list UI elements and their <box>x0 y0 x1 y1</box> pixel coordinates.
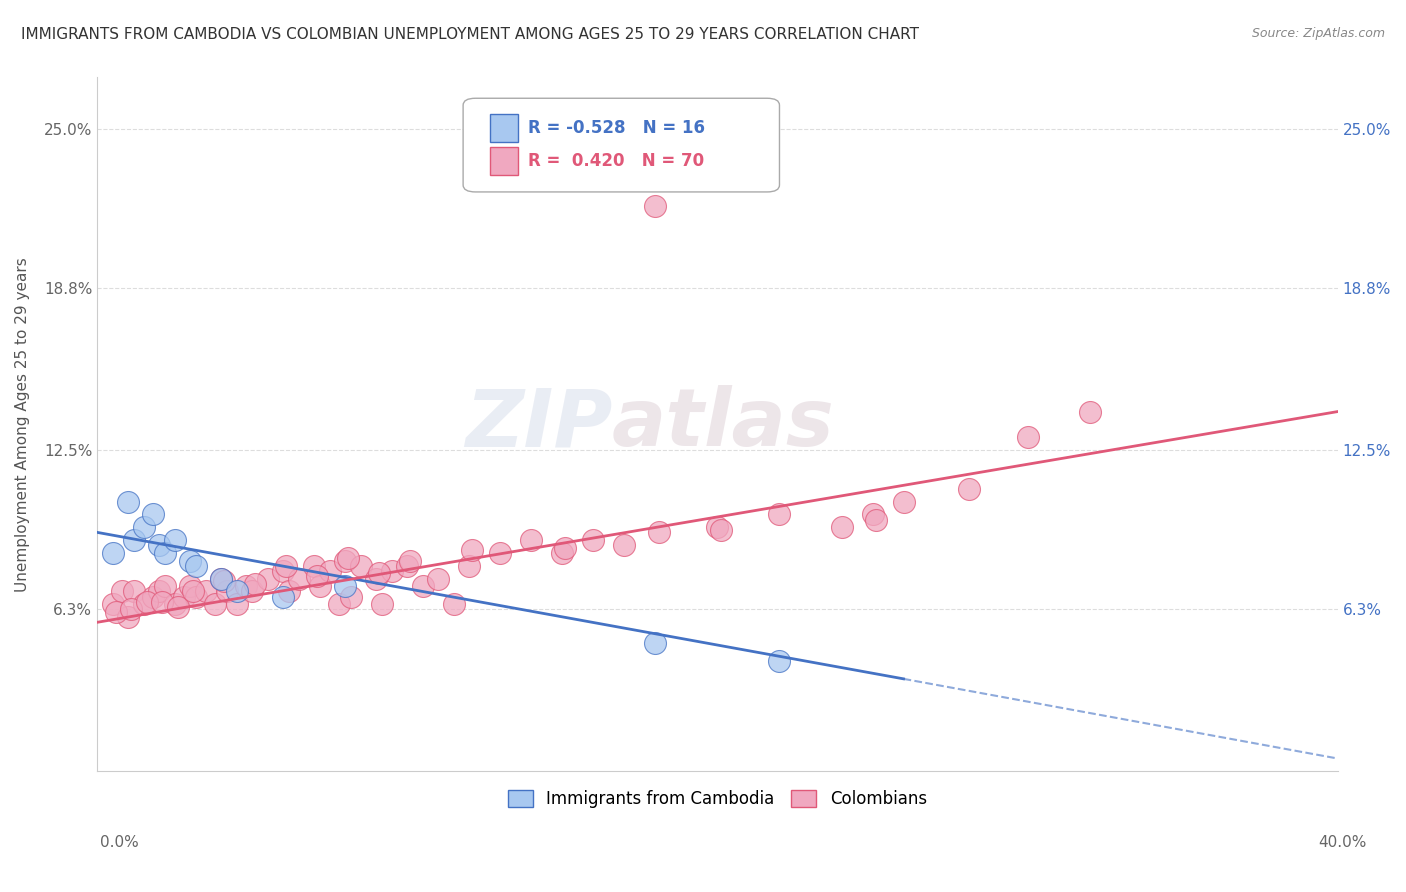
Point <box>551 546 574 560</box>
Point <box>287 572 309 586</box>
Point <box>204 597 226 611</box>
Point <box>302 558 325 573</box>
Point <box>1078 404 1101 418</box>
Point <box>328 597 350 611</box>
Point <box>124 584 146 599</box>
Point <box>350 558 373 573</box>
Point <box>256 572 278 586</box>
Point <box>271 590 294 604</box>
Point <box>245 576 267 591</box>
FancyBboxPatch shape <box>463 98 779 192</box>
Point <box>179 579 201 593</box>
Point <box>443 597 465 611</box>
Point <box>142 590 165 604</box>
Point <box>337 551 360 566</box>
Text: 40.0%: 40.0% <box>1319 836 1367 850</box>
Point <box>104 605 127 619</box>
Point <box>647 525 669 540</box>
Point <box>163 597 186 611</box>
Point <box>132 597 155 611</box>
Point <box>278 584 301 599</box>
Point <box>240 584 263 599</box>
Y-axis label: Unemployment Among Ages 25 to 29 years: Unemployment Among Ages 25 to 29 years <box>15 257 30 591</box>
Point <box>366 572 388 586</box>
Point <box>117 494 139 508</box>
Point <box>335 554 357 568</box>
Point <box>276 558 298 573</box>
Point <box>148 584 170 599</box>
Point <box>214 574 236 589</box>
Point <box>520 533 543 547</box>
Point <box>427 572 450 586</box>
Legend: Immigrants from Cambodia, Colombians: Immigrants from Cambodia, Colombians <box>502 783 934 815</box>
Point <box>217 584 239 599</box>
Point <box>368 566 391 581</box>
Point <box>1017 430 1039 444</box>
Point <box>644 199 666 213</box>
Point <box>173 590 195 604</box>
Point <box>831 520 853 534</box>
Point <box>120 602 142 616</box>
Point <box>706 520 728 534</box>
Point <box>335 579 357 593</box>
Point <box>124 533 146 547</box>
Point <box>155 546 177 560</box>
Text: ZIP: ZIP <box>464 385 612 464</box>
Point <box>613 538 636 552</box>
Point <box>135 595 157 609</box>
Point <box>862 508 884 522</box>
Point <box>768 508 790 522</box>
Point <box>181 584 204 599</box>
Point <box>396 558 419 573</box>
Point <box>399 554 422 568</box>
Point <box>582 533 605 547</box>
Point <box>768 654 790 668</box>
Point <box>101 546 124 560</box>
Text: Source: ZipAtlas.com: Source: ZipAtlas.com <box>1251 27 1385 40</box>
Text: IMMIGRANTS FROM CAMBODIA VS COLOMBIAN UNEMPLOYMENT AMONG AGES 25 TO 29 YEARS COR: IMMIGRANTS FROM CAMBODIA VS COLOMBIAN UN… <box>21 27 920 42</box>
Point <box>111 584 134 599</box>
Point <box>412 579 434 593</box>
Point <box>381 564 404 578</box>
Point <box>155 579 177 593</box>
Point <box>142 508 165 522</box>
Point <box>101 597 124 611</box>
Bar <box>491 114 517 142</box>
Point <box>340 590 363 604</box>
Point <box>186 558 208 573</box>
Point <box>186 590 208 604</box>
Point <box>225 584 247 599</box>
Point <box>235 579 257 593</box>
Point <box>644 636 666 650</box>
Point <box>132 520 155 534</box>
Point <box>166 599 188 614</box>
Point <box>271 564 294 578</box>
Bar <box>491 147 517 175</box>
Point <box>117 610 139 624</box>
Point <box>148 538 170 552</box>
Text: atlas: atlas <box>612 385 835 464</box>
Point <box>957 482 980 496</box>
Point <box>865 512 887 526</box>
Text: R = -0.528   N = 16: R = -0.528 N = 16 <box>527 120 704 137</box>
Point <box>163 533 186 547</box>
Point <box>209 572 232 586</box>
Point <box>458 558 481 573</box>
Point <box>209 572 232 586</box>
Point <box>309 579 332 593</box>
Point <box>893 494 915 508</box>
Text: 0.0%: 0.0% <box>100 836 139 850</box>
Point <box>554 541 576 555</box>
Point <box>489 546 512 560</box>
Point <box>319 564 342 578</box>
Point <box>307 569 329 583</box>
Point <box>461 543 484 558</box>
Point <box>194 584 217 599</box>
Point <box>225 597 247 611</box>
Point <box>371 597 394 611</box>
Text: R =  0.420   N = 70: R = 0.420 N = 70 <box>527 152 704 169</box>
Point <box>179 554 201 568</box>
Point <box>150 595 173 609</box>
Point <box>709 523 731 537</box>
